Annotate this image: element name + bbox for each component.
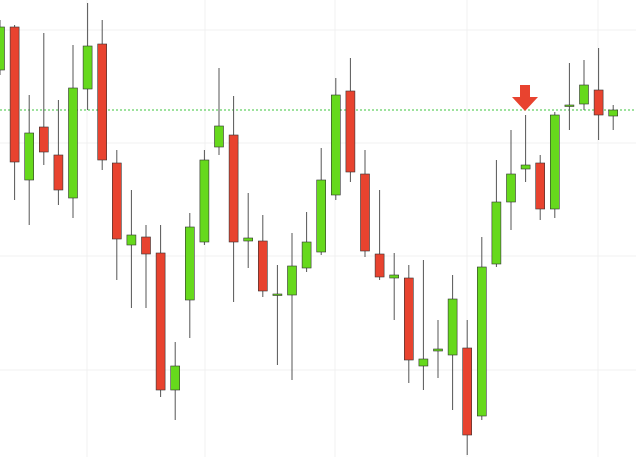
- candle-body: [579, 84, 589, 105]
- candle-body: [272, 293, 283, 296]
- candle-body: [9, 26, 20, 163]
- candle-body: [433, 348, 443, 352]
- candle-body: [82, 45, 93, 90]
- candle-body: [199, 159, 210, 243]
- candle-body: [155, 252, 166, 391]
- candle-body: [316, 179, 327, 253]
- candle-body: [170, 365, 180, 391]
- candle-body: [535, 162, 546, 210]
- candle-body: [185, 226, 195, 301]
- candle-body: [330, 94, 341, 196]
- candle-body: [24, 132, 35, 181]
- candle-body: [112, 162, 122, 240]
- plot: [0, 3, 636, 455]
- candle-body: [447, 298, 458, 356]
- candle-body: [520, 164, 531, 170]
- candle-body: [228, 134, 239, 243]
- candle-body: [53, 154, 64, 191]
- candle-body: [214, 125, 224, 148]
- candle-body: [549, 114, 560, 210]
- candle-body: [0, 26, 5, 71]
- candle-body: [301, 241, 312, 269]
- candle-body: [257, 240, 268, 292]
- candle-body: [389, 274, 400, 279]
- candle-body: [564, 104, 575, 107]
- candle-body: [374, 253, 385, 278]
- candle-body: [97, 43, 107, 161]
- candle-body: [506, 173, 516, 203]
- candle-body: [491, 201, 502, 265]
- signal-arrow: [512, 85, 538, 111]
- candle-body: [608, 109, 619, 117]
- candle-body: [141, 236, 151, 255]
- candle-body: [462, 347, 473, 436]
- candle-body: [38, 126, 49, 153]
- candle-body: [403, 277, 414, 361]
- candle-body: [593, 89, 604, 116]
- candle-body: [345, 90, 356, 173]
- candle-body: [68, 87, 78, 199]
- candle-body: [126, 234, 137, 246]
- candle-body: [360, 173, 370, 252]
- candle-body: [287, 265, 297, 296]
- candle-body: [476, 266, 487, 417]
- candle-body: [243, 237, 253, 242]
- candle-body: [418, 358, 429, 367]
